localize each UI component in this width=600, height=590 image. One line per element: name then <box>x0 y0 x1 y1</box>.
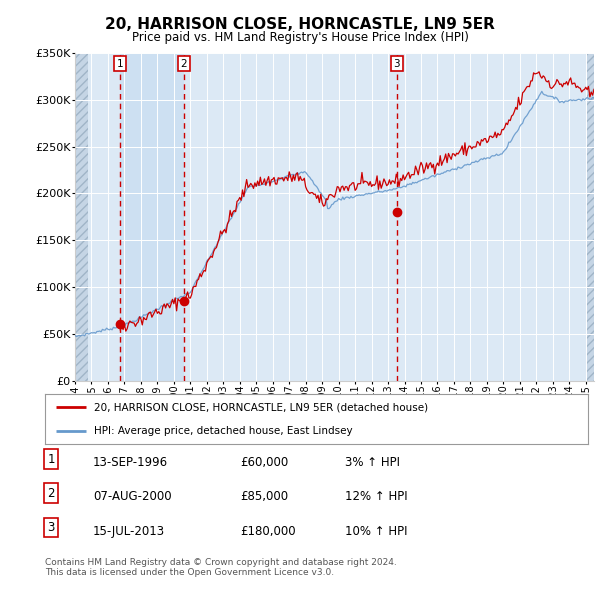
Text: 15-JUL-2013: 15-JUL-2013 <box>93 525 165 537</box>
Text: 20, HARRISON CLOSE, HORNCASTLE, LN9 5ER (detached house): 20, HARRISON CLOSE, HORNCASTLE, LN9 5ER … <box>94 402 428 412</box>
Text: HPI: Average price, detached house, East Lindsey: HPI: Average price, detached house, East… <box>94 426 352 436</box>
Text: 1: 1 <box>47 453 55 466</box>
Text: 13-SEP-1996: 13-SEP-1996 <box>93 456 168 469</box>
Text: 1: 1 <box>116 59 123 68</box>
Text: 2: 2 <box>181 59 187 68</box>
Text: £60,000: £60,000 <box>240 456 288 469</box>
Bar <box>75 53 88 381</box>
Text: 20, HARRISON CLOSE, HORNCASTLE, LN9 5ER: 20, HARRISON CLOSE, HORNCASTLE, LN9 5ER <box>105 17 495 31</box>
Text: Price paid vs. HM Land Registry's House Price Index (HPI): Price paid vs. HM Land Registry's House … <box>131 31 469 44</box>
Bar <box>119 53 184 381</box>
Bar <box>586 53 594 381</box>
Text: 07-AUG-2000: 07-AUG-2000 <box>93 490 172 503</box>
Text: £180,000: £180,000 <box>240 525 296 537</box>
Text: 2: 2 <box>47 487 55 500</box>
Text: £85,000: £85,000 <box>240 490 288 503</box>
Text: 3: 3 <box>47 521 55 534</box>
Text: 12% ↑ HPI: 12% ↑ HPI <box>345 490 407 503</box>
Text: Contains HM Land Registry data © Crown copyright and database right 2024.
This d: Contains HM Land Registry data © Crown c… <box>45 558 397 577</box>
Text: 3% ↑ HPI: 3% ↑ HPI <box>345 456 400 469</box>
Text: 3: 3 <box>394 59 400 68</box>
Text: 10% ↑ HPI: 10% ↑ HPI <box>345 525 407 537</box>
